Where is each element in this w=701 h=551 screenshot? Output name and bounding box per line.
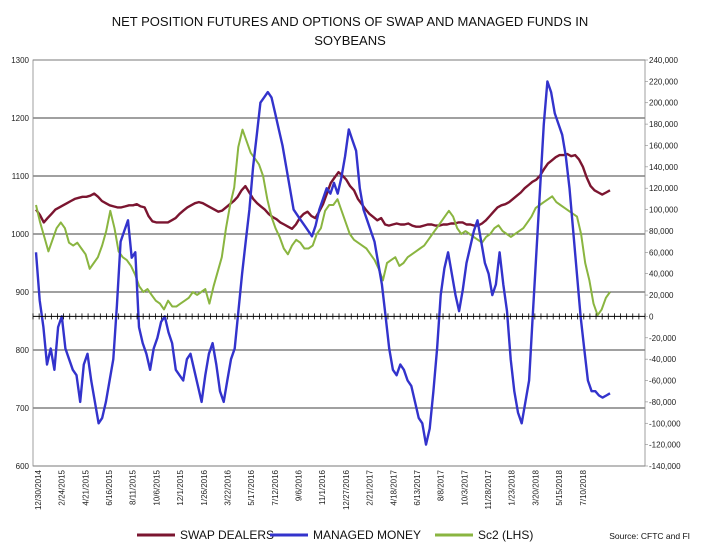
x-axis-tick-label: 8/8/2017 xyxy=(437,469,446,501)
chart-title-line-2: SOYBEANS xyxy=(314,33,386,48)
left-axis-tick-label: 1200 xyxy=(11,114,29,123)
x-axis-tick-label: 2/21/2017 xyxy=(366,469,375,505)
x-axis-tick-label: 11/1/2016 xyxy=(318,469,327,505)
chart-title-line-1: NET POSITION FUTURES AND OPTIONS OF SWAP… xyxy=(112,14,588,29)
x-axis-tick-label: 6/13/2017 xyxy=(413,469,422,505)
x-axis-tick-label: 1/23/2018 xyxy=(508,469,517,505)
right-axis-tick-labels: -140,000 -120,000 -100,000 -80,000 -60,000 -4… xyxy=(645,56,681,471)
right-axis-tick-label: 220,000 xyxy=(649,77,678,86)
left-axis-tick-label: 1100 xyxy=(12,172,30,181)
x-axis-tick-label: 3/22/2016 xyxy=(223,469,232,505)
right-axis-tick-label: -40,000 xyxy=(649,355,677,364)
right-axis-tick-label: 180,000 xyxy=(649,120,678,129)
right-axis-tick-label: 40,000 xyxy=(649,270,674,279)
right-axis-tick-label: -140,000 xyxy=(649,462,681,471)
x-axis-tick-label: 9/6/2016 xyxy=(295,469,304,501)
x-axis-tick-label: 1/26/2016 xyxy=(200,469,209,505)
x-axis-tick-label: 8/11/2015 xyxy=(129,469,138,505)
series-line-managed-money xyxy=(34,80,611,446)
gridlines xyxy=(33,59,645,467)
right-axis-tick-label: 60,000 xyxy=(649,248,674,257)
x-axis-tick-label: 7/10/2018 xyxy=(579,469,588,505)
x-axis-tick-labels: 12/30/2014 2/24/2015 4/21/2015 6/16/2015 8/1… xyxy=(34,469,588,510)
x-axis-tick-label: 4/21/2015 xyxy=(81,469,90,505)
right-axis-tick-label: 160,000 xyxy=(649,141,678,150)
x-axis-tick-label: 2/24/2015 xyxy=(58,469,67,505)
left-axis-tick-label: 600 xyxy=(16,462,30,471)
x-axis-tick-label: 7/12/2016 xyxy=(271,469,280,505)
right-axis-tick-label: -120,000 xyxy=(649,441,681,450)
right-axis-tick-label: 140,000 xyxy=(649,163,678,172)
left-axis-tick-label: 1000 xyxy=(11,230,29,239)
x-axis-tick-label: 12/30/2014 xyxy=(34,469,43,510)
axes xyxy=(32,59,646,467)
source-note: Source: CFTC and FI xyxy=(609,531,690,541)
x-axis-tick-label: 3/20/2018 xyxy=(531,469,540,505)
x-axis-tick-label: 10/3/2017 xyxy=(460,469,469,505)
series-line-sc2-lhs xyxy=(35,128,611,317)
x-axis-tick-label: 5/15/2018 xyxy=(555,469,564,505)
legend-label: SWAP DEALERS xyxy=(180,528,274,542)
x-axis-tick-label: 5/17/2016 xyxy=(247,469,256,505)
right-axis-tick-label: 20,000 xyxy=(649,291,674,300)
right-axis-tick-label: -20,000 xyxy=(649,334,677,343)
legend: SWAP DEALERS MANAGED MONEY Sc2 (LHS) xyxy=(137,528,533,542)
right-axis-tick-label: 80,000 xyxy=(649,227,674,236)
left-axis-tick-label: 700 xyxy=(16,404,30,413)
x-axis-tick-label: 12/1/2015 xyxy=(176,469,185,505)
right-axis-tick-label: 120,000 xyxy=(649,184,678,193)
series-line-swap-dealers xyxy=(35,152,611,231)
x-axis-tick-label: 12/27/2016 xyxy=(342,469,351,510)
x-axis-tick-label: 11/28/2017 xyxy=(484,469,493,509)
right-axis-tick-label: -60,000 xyxy=(649,377,677,386)
x-axis-tick-label: 4/18/2017 xyxy=(389,469,398,505)
right-axis-tick-label: 200,000 xyxy=(649,99,678,108)
left-axis-tick-labels: 600 700 800 900 1000 1100 1200 1300 xyxy=(11,56,29,471)
right-axis-tick-label: -80,000 xyxy=(649,398,677,407)
legend-label: Sc2 (LHS) xyxy=(478,528,533,542)
series-lines xyxy=(34,80,611,446)
x-axis-tick-label: 6/16/2015 xyxy=(105,469,114,505)
plot-area-border xyxy=(32,59,646,467)
right-axis-tick-label: 100,000 xyxy=(649,206,678,215)
left-axis-tick-label: 900 xyxy=(16,288,30,297)
right-axis-tick-label: 0 xyxy=(649,312,654,321)
right-axis-tick-label: -100,000 xyxy=(649,419,681,428)
left-axis-tick-label: 800 xyxy=(16,346,30,355)
left-axis-tick-label: 1300 xyxy=(11,56,29,65)
x-axis-tick-label: 10/6/2015 xyxy=(152,469,161,505)
legend-label: MANAGED MONEY xyxy=(313,528,421,542)
right-axis-tick-label: 240,000 xyxy=(649,56,678,65)
